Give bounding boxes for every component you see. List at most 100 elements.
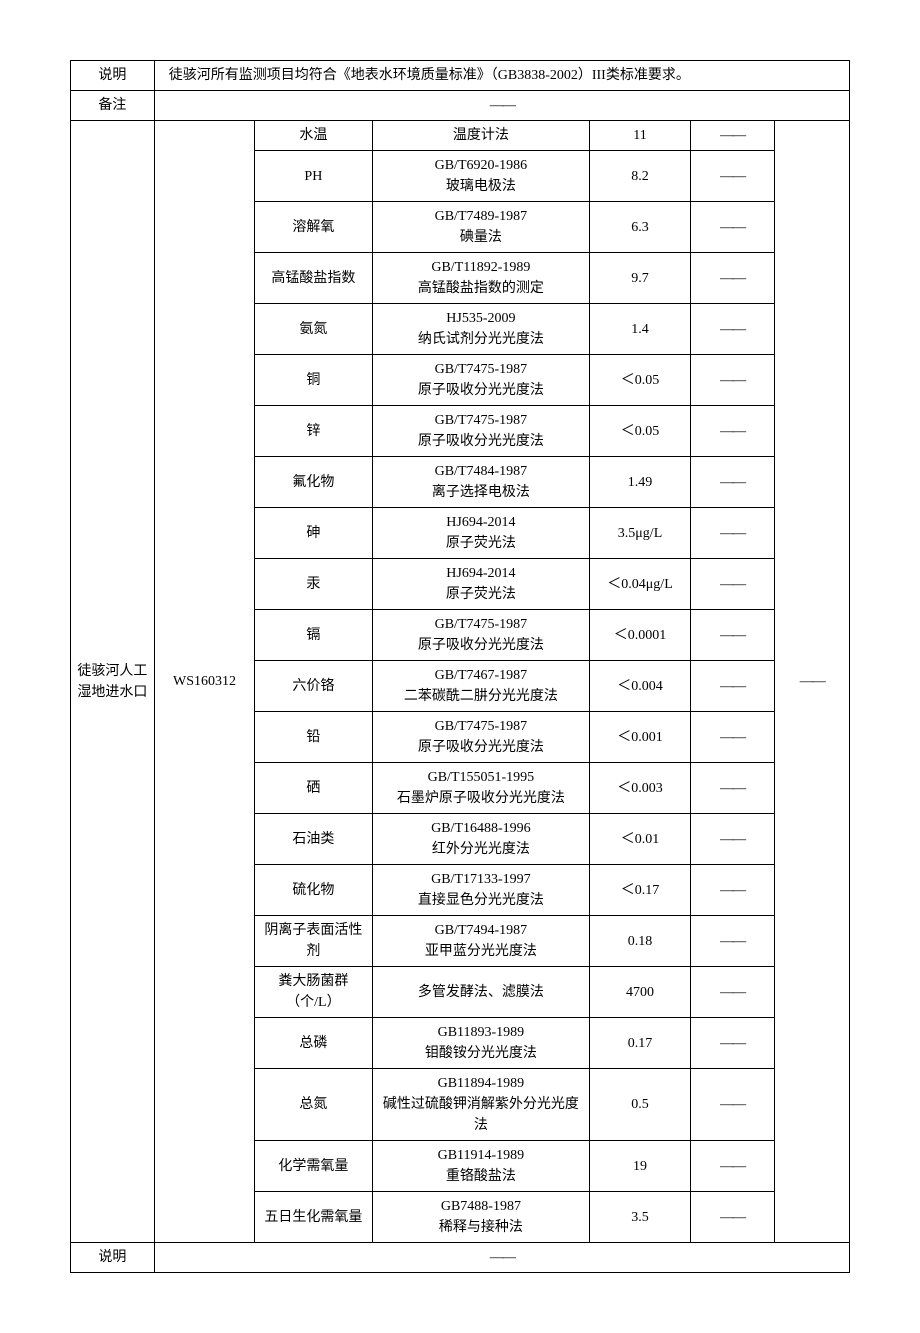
col6-cell: ——	[690, 967, 774, 1018]
method-cell: GB/T7475-1987原子吸收分光光度法	[372, 712, 590, 763]
value-cell: ＜0.17	[590, 865, 691, 916]
param-cell: 锌	[255, 406, 372, 457]
method-cell: 多管发酵法、滤膜法	[372, 967, 590, 1018]
method-cell: GB/T7484-1987离子选择电极法	[372, 457, 590, 508]
remark-value: ——	[154, 91, 849, 121]
method-cell: GB/T7489-1987碘量法	[372, 202, 590, 253]
value-cell: 11	[590, 121, 691, 151]
param-cell: 六价铬	[255, 661, 372, 712]
param-cell: 总氮	[255, 1069, 372, 1141]
value-cell: ＜0.05	[590, 406, 691, 457]
value-cell: ＜0.001	[590, 712, 691, 763]
method-cell: GB/T7494-1987亚甲蓝分光光度法	[372, 916, 590, 967]
site-code: WS160312	[154, 121, 255, 1243]
col6-cell: ——	[690, 121, 774, 151]
col6-cell: ——	[690, 661, 774, 712]
value-cell: 0.5	[590, 1069, 691, 1141]
method-cell: GB/T11892-1989高锰酸盐指数的测定	[372, 253, 590, 304]
col6-cell: ——	[690, 1069, 774, 1141]
value-cell: 8.2	[590, 151, 691, 202]
col6-cell: ——	[690, 1018, 774, 1069]
value-cell: 4700	[590, 967, 691, 1018]
param-cell: 水温	[255, 121, 372, 151]
method-cell: GB/T7467-1987二苯碳酰二肼分光光度法	[372, 661, 590, 712]
value-cell: 1.4	[590, 304, 691, 355]
col6-cell: ——	[690, 916, 774, 967]
value-cell: 19	[590, 1141, 691, 1192]
col6-cell: ——	[690, 763, 774, 814]
remark-row: 备注 ——	[71, 91, 850, 121]
method-cell: GB/T17133-1997直接显色分光光度法	[372, 865, 590, 916]
param-cell: 氟化物	[255, 457, 372, 508]
method-cell: GB/T6920-1986玻璃电极法	[372, 151, 590, 202]
param-cell: 硫化物	[255, 865, 372, 916]
method-cell: GB/T155051-1995石墨炉原子吸收分光光度法	[372, 763, 590, 814]
method-cell: GB11893-1989钼酸铵分光光度法	[372, 1018, 590, 1069]
col6-cell: ——	[690, 457, 774, 508]
method-cell: HJ694-2014原子荧光法	[372, 559, 590, 610]
param-cell: 铜	[255, 355, 372, 406]
footer-desc-value: ——	[154, 1243, 849, 1273]
col7-cell: ——	[774, 121, 849, 1243]
value-cell: ＜0.003	[590, 763, 691, 814]
param-cell: 溶解氧	[255, 202, 372, 253]
desc-row: 说明 徒骇河所有监测项目均符合《地表水环境质量标准》（GB3838-2002）I…	[71, 61, 850, 91]
remark-label: 备注	[71, 91, 155, 121]
value-cell: 3.5μg/L	[590, 508, 691, 559]
value-cell: ＜0.0001	[590, 610, 691, 661]
param-cell: 砷	[255, 508, 372, 559]
value-cell: 1.49	[590, 457, 691, 508]
value-cell: ＜0.05	[590, 355, 691, 406]
method-cell: GB/T7475-1987原子吸收分光光度法	[372, 355, 590, 406]
param-cell: 镉	[255, 610, 372, 661]
col6-cell: ——	[690, 202, 774, 253]
param-cell: 化学需氧量	[255, 1141, 372, 1192]
method-cell: GB/T7475-1987原子吸收分光光度法	[372, 610, 590, 661]
method-cell: GB/T7475-1987原子吸收分光光度法	[372, 406, 590, 457]
desc-text: 徒骇河所有监测项目均符合《地表水环境质量标准》（GB3838-2002）III类…	[154, 61, 849, 91]
param-cell: 五日生化需氧量	[255, 1192, 372, 1243]
col6-cell: ——	[690, 712, 774, 763]
param-cell: 氨氮	[255, 304, 372, 355]
method-cell: HJ535-2009纳氏试剂分光光度法	[372, 304, 590, 355]
value-cell: ＜0.04μg/L	[590, 559, 691, 610]
col6-cell: ——	[690, 1192, 774, 1243]
col6-cell: ——	[690, 253, 774, 304]
table-row: 徒骇河人工湿地进水口WS160312水温温度计法11————	[71, 121, 850, 151]
value-cell: ＜0.004	[590, 661, 691, 712]
col6-cell: ——	[690, 508, 774, 559]
param-cell: 铅	[255, 712, 372, 763]
method-cell: GB7488-1987稀释与接种法	[372, 1192, 590, 1243]
method-cell: GB11894-1989碱性过硫酸钾消解紫外分光光度法	[372, 1069, 590, 1141]
col6-cell: ——	[690, 406, 774, 457]
value-cell: 0.17	[590, 1018, 691, 1069]
param-cell: 石油类	[255, 814, 372, 865]
method-cell: GB11914-1989重铬酸盐法	[372, 1141, 590, 1192]
value-cell: 9.7	[590, 253, 691, 304]
col6-cell: ——	[690, 355, 774, 406]
col6-cell: ——	[690, 865, 774, 916]
value-cell: 6.3	[590, 202, 691, 253]
value-cell: ＜0.01	[590, 814, 691, 865]
footer-desc-row: 说明——	[71, 1243, 850, 1273]
param-cell: 阴离子表面活性剂	[255, 916, 372, 967]
footer-desc-label: 说明	[71, 1243, 155, 1273]
desc-label: 说明	[71, 61, 155, 91]
param-cell: 高锰酸盐指数	[255, 253, 372, 304]
param-cell: 汞	[255, 559, 372, 610]
param-cell: 粪大肠菌群（个/L）	[255, 967, 372, 1018]
site-name: 徒骇河人工湿地进水口	[71, 121, 155, 1243]
col6-cell: ——	[690, 814, 774, 865]
col6-cell: ——	[690, 304, 774, 355]
param-cell: PH	[255, 151, 372, 202]
data-table: 说明 徒骇河所有监测项目均符合《地表水环境质量标准》（GB3838-2002）I…	[70, 60, 850, 1273]
method-cell: 温度计法	[372, 121, 590, 151]
param-cell: 硒	[255, 763, 372, 814]
value-cell: 3.5	[590, 1192, 691, 1243]
col6-cell: ——	[690, 151, 774, 202]
method-cell: GB/T16488-1996红外分光光度法	[372, 814, 590, 865]
col6-cell: ——	[690, 610, 774, 661]
col6-cell: ——	[690, 559, 774, 610]
value-cell: 0.18	[590, 916, 691, 967]
param-cell: 总磷	[255, 1018, 372, 1069]
